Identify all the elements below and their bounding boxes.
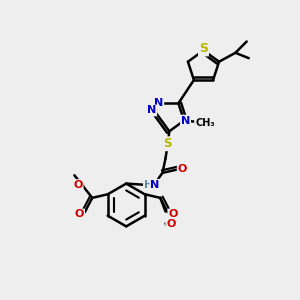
Text: O: O xyxy=(166,219,176,229)
Text: N: N xyxy=(181,116,190,126)
Text: N: N xyxy=(150,180,160,190)
Text: H: H xyxy=(144,180,153,190)
Text: CH₃: CH₃ xyxy=(195,118,214,128)
Text: O: O xyxy=(168,209,178,220)
Text: S: S xyxy=(164,137,172,150)
Text: N: N xyxy=(147,105,156,116)
Text: O: O xyxy=(75,209,84,220)
Text: O: O xyxy=(73,180,83,190)
Text: N: N xyxy=(154,98,164,108)
Text: S: S xyxy=(199,42,208,56)
Text: O: O xyxy=(178,164,187,174)
